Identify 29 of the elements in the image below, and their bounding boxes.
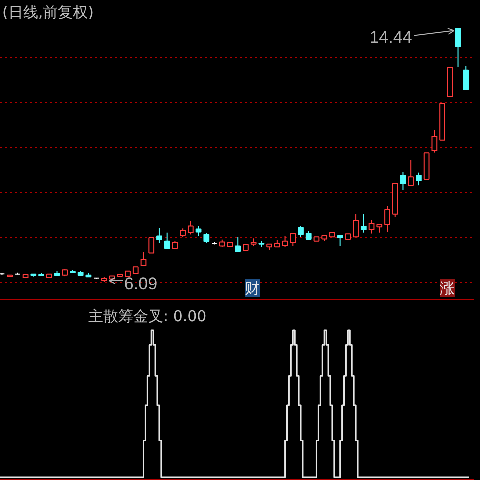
- annotation: 涨: [440, 280, 455, 298]
- candlestick: [455, 28, 462, 68]
- candlestick: [384, 206, 390, 233]
- candlestick: [188, 220, 194, 236]
- candlestick: [196, 226, 202, 238]
- candlestick: [204, 232, 210, 244]
- annotation: 14.44: [370, 28, 412, 47]
- candlestick: [290, 233, 296, 247]
- candlestick: [368, 220, 375, 234]
- candlestick: [140, 252, 147, 266]
- chart-title: (日线,前复权): [2, 4, 94, 22]
- candlestick: [164, 232, 170, 250]
- candlestick: [360, 214, 367, 234]
- candlestick: [432, 130, 438, 154]
- candlestick: [235, 236, 242, 252]
- chart-title: 主散筹金叉: 0.00: [88, 308, 207, 326]
- candlestick: [148, 238, 155, 254]
- candlestick: [337, 235, 344, 247]
- annotation: 财: [245, 280, 260, 298]
- candlestick: [156, 228, 162, 244]
- annotation: 6.09: [124, 274, 158, 294]
- candlestick: [400, 172, 406, 191]
- candlestick: [306, 230, 312, 241]
- candlestick: [408, 160, 414, 186]
- candlestick: [463, 66, 470, 90]
- candlestick: [416, 172, 422, 186]
- candlestick: [282, 236, 288, 248]
- candlestick: [353, 214, 359, 238]
- candlestick: [298, 226, 304, 238]
